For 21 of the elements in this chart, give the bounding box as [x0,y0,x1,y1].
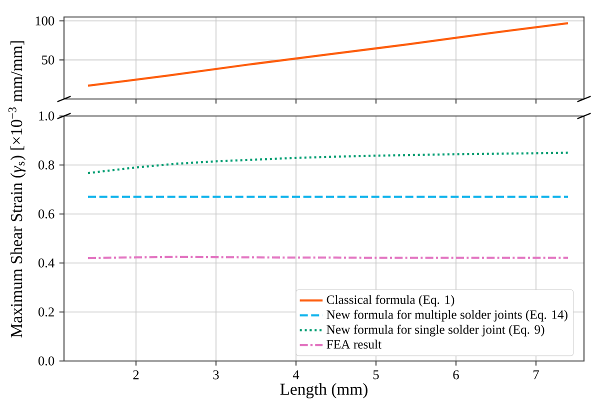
legend-label: New formula for multiple solder joints (Eq. 14) [326,310,568,322]
y-axis-title: Maximum Shear Strain (γ$_{s}$) [×10$^{−3}$ mm/mm] [8,41,26,338]
x-tick-label: 6 [453,370,459,380]
y-tick-label: 0.8 [38,160,54,170]
line-series [86,22,570,87]
x-tick-label: 3 [213,370,219,380]
y-tick-label: 50 [42,55,54,64]
text: Classical formula (Eq. 1) [326,294,454,307]
y-tick-label: 0.4 [38,258,54,268]
legend-label: FEA result [326,340,382,349]
y-tick-label: 0.0 [38,356,54,366]
x-tick-label: 5 [373,370,379,380]
x-tick-label: 2 [133,370,139,380]
y-tick-label: 1.0 [39,111,54,121]
x-tick-label: 4 [292,370,300,380]
legend-label: New formula for single solder joint (Eq. 9) [326,324,544,336]
y-tick-label: 0.2 [38,307,54,317]
x-tick-label: 7 [534,370,539,380]
y-tick-label: 100 [36,16,54,26]
x-axis-title: Length (mm) [280,383,368,398]
y-tick-label: 0.6 [38,209,54,219]
